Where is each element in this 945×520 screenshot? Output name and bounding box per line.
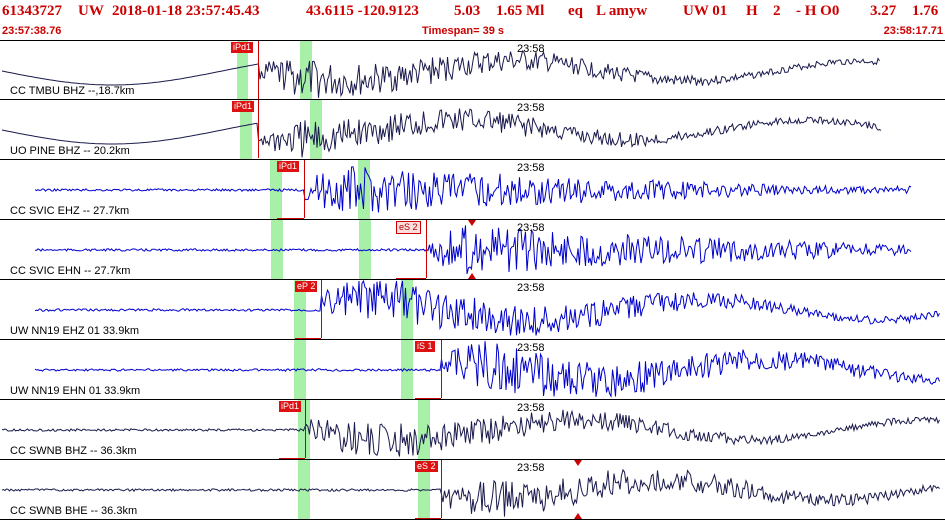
station-channel-label: CC SVIC EHZ -- 27.7km: [10, 205, 130, 217]
minute-time-label: 23:58: [517, 342, 545, 354]
amplitude-marker-top-icon[interactable]: [468, 220, 476, 226]
seismogram-trace: [1, 108, 882, 158]
phase-pick-label[interactable]: iS 1: [415, 341, 435, 352]
event-id: 61343727: [2, 3, 62, 19]
seismogram-trace: [1, 409, 940, 457]
station-channel-label: CC SVIC EHN -- 27.7km: [10, 265, 131, 277]
pick-marker-line[interactable]: [426, 220, 427, 278]
minute-time-label: 23:58: [517, 282, 545, 294]
trace-line: [1, 468, 940, 517]
pick-underline: [415, 518, 441, 519]
pick-marker-line[interactable]: [321, 280, 322, 338]
minute-time-label: 23:58: [517, 162, 545, 174]
seismogram-trace: [1, 468, 940, 517]
waveform-panel[interactable]: iPd1 23:58 CC TMBU BHZ --,18.7km: [0, 40, 945, 100]
trace-line: [1, 409, 940, 457]
trace-line: [34, 280, 940, 336]
pick-marker-line[interactable]: [441, 460, 442, 518]
event-header: 61343727 UW 2018-01-18 23:57:45.43 43.61…: [0, 0, 945, 24]
minute-time-label: 23:58: [517, 222, 545, 234]
phase-pick-label[interactable]: iPd1: [232, 101, 255, 112]
waveform-panel[interactable]: eS 2 23:58 CC SWNB BHE -- 36.3km: [0, 460, 945, 520]
pick-marker-line[interactable]: [441, 340, 442, 398]
pick-underline: [396, 278, 426, 279]
trace-line: [34, 166, 912, 213]
waveform-panel[interactable]: eS 2 23:58 CC SVIC EHN -- 27.7km: [0, 220, 945, 280]
minute-time-label: 23:58: [517, 102, 545, 114]
pick-marker-line[interactable]: [258, 100, 259, 158]
event-depth: 5.03: [454, 3, 481, 19]
waveform-panel[interactable]: iS 1 23:58 UW NN19 EHN 01 33.9km: [0, 340, 945, 400]
trace-line: [1, 50, 880, 98]
pick-marker-line[interactable]: [305, 400, 306, 458]
waveform-panel[interactable]: iPd1 23:58 CC SVIC EHZ -- 27.7km: [0, 160, 945, 220]
pick-window-band: [359, 220, 371, 279]
event-val1: 3.27: [870, 3, 897, 19]
station-channel-label: CC TMBU BHZ --,18.7km: [10, 85, 135, 97]
event-datetime: 2018-01-18 23:57:45.43: [112, 3, 260, 19]
phase-pick-label[interactable]: iPd1: [277, 161, 300, 172]
amplitude-marker-top-icon[interactable]: [574, 460, 582, 466]
event-type: eq: [568, 3, 583, 19]
trace-line: [34, 341, 940, 398]
minute-time-label: 23:58: [517, 402, 545, 414]
time-header: 23:57:38.76 Timespan= 39 s 23:58:17.71: [0, 24, 945, 38]
seismogram-trace: [1, 50, 880, 98]
amplitude-marker-bottom-icon[interactable]: [574, 513, 582, 519]
timespan: Timespan= 39 s: [422, 25, 505, 37]
event-latlon: 43.6115 -120.9123: [306, 3, 419, 19]
event-num: 2: [773, 3, 781, 19]
waveform-panel[interactable]: eP 2 23:58 UW NN19 EHZ 01 33.9km: [0, 280, 945, 340]
pick-underline: [279, 458, 305, 459]
pick-window-band: [237, 41, 248, 99]
phase-pick-label[interactable]: eS 2: [415, 461, 438, 472]
amplitude-marker-bottom-icon[interactable]: [468, 273, 476, 279]
station-channel-label: UW NN19 EHZ 01 33.9km: [10, 325, 139, 337]
pick-marker-line[interactable]: [304, 160, 305, 218]
minute-time-label: 23:58: [517, 462, 545, 474]
event-val2: 1.76: [912, 3, 939, 19]
event-quality: H: [746, 3, 758, 19]
phase-pick-label[interactable]: eS 2: [396, 221, 421, 234]
phase-pick-label[interactable]: iPd1: [279, 401, 302, 412]
event-flags: L amyw: [596, 3, 648, 19]
seismogram-trace: [34, 341, 940, 398]
trace-line: [34, 225, 912, 275]
phase-pick-label[interactable]: iPd1: [231, 42, 254, 53]
station-channel-label: UO PINE BHZ -- 20.2km: [10, 145, 130, 157]
start-time: 23:57:38.76: [2, 25, 62, 37]
waveform-panel[interactable]: iPd1 23:58 CC SWNB BHZ -- 36.3km: [0, 400, 945, 460]
pick-window-band: [294, 280, 306, 339]
station-channel-label: UW NN19 EHN 01 33.9km: [10, 385, 141, 397]
event-net-version: UW 01: [683, 3, 728, 19]
event-status: - H O0: [796, 3, 840, 19]
seismogram-trace: [34, 225, 912, 275]
pick-underline: [295, 338, 321, 339]
waveform-panel[interactable]: iPd1 23:58 UO PINE BHZ -- 20.2km: [0, 100, 945, 160]
end-time: 23:58:17.71: [883, 25, 943, 37]
seismogram-trace: [34, 280, 940, 336]
pick-window-band: [401, 340, 413, 399]
pick-underline: [415, 398, 441, 399]
trace-line: [1, 108, 882, 158]
event-magnitude: 1.65 Ml: [496, 3, 545, 19]
seismogram-trace: [34, 166, 912, 213]
pick-window-band: [240, 100, 252, 159]
minute-time-label: 23:58: [517, 43, 545, 55]
event-network: UW: [78, 3, 104, 19]
pick-underline: [277, 218, 304, 219]
pick-window-band: [418, 400, 430, 459]
phase-pick-label[interactable]: eP 2: [295, 281, 318, 292]
station-channel-label: CC SWNB BHE -- 36.3km: [10, 505, 138, 517]
station-channel-label: CC SWNB BHZ -- 36.3km: [10, 445, 137, 457]
pick-marker-line[interactable]: [258, 41, 259, 99]
